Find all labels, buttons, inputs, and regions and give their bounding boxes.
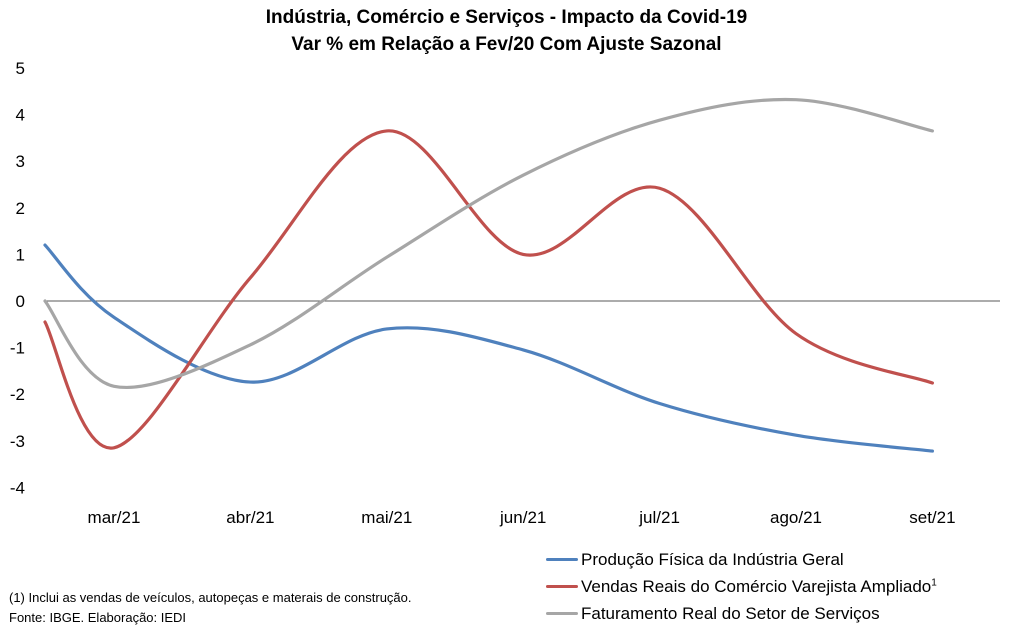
legend-label-producao: Produção Física da Indústria Geral (581, 549, 844, 569)
legend-swatch-producao (546, 558, 578, 561)
legend-item-faturamento: Faturamento Real do Setor de Serviços (546, 600, 937, 627)
legend-item-vendas: Vendas Reais do Comércio Varejista Ampli… (546, 573, 937, 600)
series-line-faturamento (43, 97, 934, 389)
x-tick-label: mai/21 (361, 508, 412, 527)
x-tick-label: abr/21 (226, 508, 274, 527)
chart-title: Indústria, Comércio e Serviços - Impacto… (265, 7, 748, 28)
y-axis: 5 4 3 2 1 0 -1 -2 -3 -4 (10, 59, 25, 497)
y-tick-label: -1 (10, 339, 25, 358)
x-tick-label: mar/21 (88, 508, 141, 527)
chart-subtitle: Var % em Relação a Fev/20 Com Ajuste Saz… (291, 34, 722, 55)
footnote-source: Fonte: IBGE. Elaboração: IEDI (9, 610, 187, 625)
y-tick-label: 2 (16, 199, 25, 218)
legend: Produção Física da Indústria Geral Venda… (546, 546, 937, 627)
y-tick-label: 0 (16, 292, 25, 311)
y-tick-label: -2 (10, 385, 25, 404)
y-tick-label: -4 (10, 478, 25, 497)
y-tick-label: 3 (16, 152, 25, 171)
footnote-note: (1) Inclui as vendas de veículos, autope… (9, 590, 412, 605)
legend-footnote-marker: 1 (931, 576, 937, 588)
series-line-vendas (43, 129, 934, 450)
legend-label-faturamento: Faturamento Real do Setor de Serviços (581, 603, 880, 623)
footnote: (1) Inclui as vendas de veículos, autope… (9, 588, 412, 628)
y-tick-label: -3 (10, 432, 25, 451)
legend-label-vendas: Vendas Reais do Comércio Varejista Ampli… (581, 576, 932, 596)
legend-item-producao: Produção Física da Indústria Geral (546, 546, 937, 573)
y-tick-label: 5 (16, 59, 25, 78)
x-tick-label: jul/21 (638, 508, 680, 527)
y-tick-label: 1 (16, 245, 25, 264)
series-layer (43, 97, 934, 453)
legend-label-vendas-wrap: Vendas Reais do Comércio Varejista Ampli… (581, 577, 937, 597)
legend-swatch-vendas (546, 585, 578, 588)
x-axis: mar/21 abr/21 mai/21 jun/21 jul/21 ago/21 set/… (88, 508, 956, 527)
y-tick-label: 4 (16, 106, 25, 125)
x-tick-label: set/21 (909, 508, 955, 527)
series-line-producao (43, 243, 934, 453)
x-tick-label: ago/21 (770, 508, 822, 527)
x-tick-label: jun/21 (499, 508, 546, 527)
legend-swatch-faturamento (546, 612, 578, 615)
